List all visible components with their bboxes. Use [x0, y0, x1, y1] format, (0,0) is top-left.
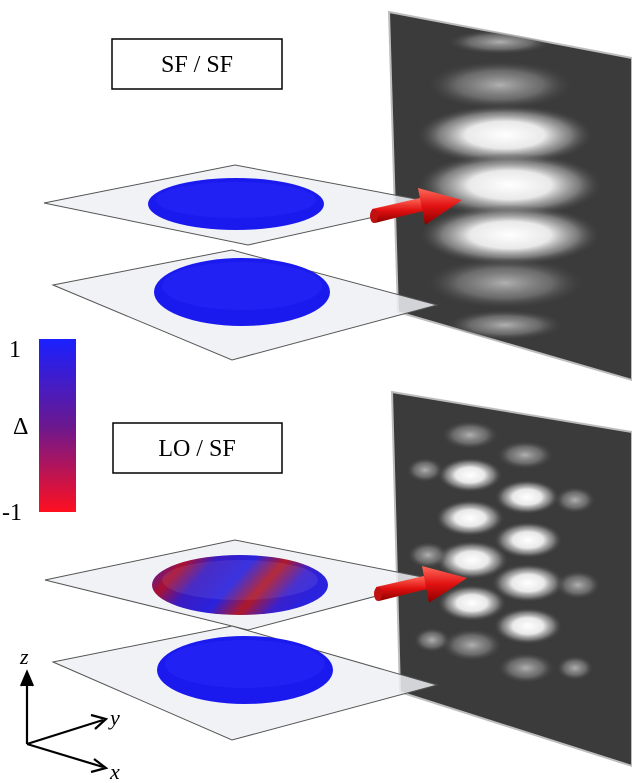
order-parameter-disk-mixed [152, 555, 328, 615]
y-axis-label: y [108, 705, 120, 730]
colorbar-max-label: 1 [9, 337, 21, 363]
colorbar-gradient [39, 339, 76, 512]
y-axis [26, 718, 104, 746]
panel-label-bottom: LO / SF [112, 422, 283, 474]
interference-screen-top [387, 10, 632, 382]
order-parameter-disk [157, 636, 333, 704]
coordinate-axes [19, 669, 109, 774]
layer-plane-upper-top [43, 164, 438, 246]
colorbar: 1 Δ -1 [2, 337, 76, 526]
layer-plane-upper-bottom [44, 539, 438, 631]
x-axis [26, 742, 104, 769]
x-axis-label: x [109, 759, 120, 783]
colorbar-title: Δ [13, 414, 28, 440]
arrow-icon [370, 188, 462, 225]
panel-label-top: SF / SF [111, 38, 283, 90]
order-parameter-disk [154, 258, 330, 326]
svg-text:LO / SF: LO / SF [158, 436, 235, 462]
z-axis-label: z [19, 644, 29, 669]
panel-top: SF / SF [43, 10, 632, 382]
arrow-icon [374, 566, 467, 603]
order-parameter-disk [148, 178, 324, 230]
layer-plane-lower-bottom [51, 625, 439, 741]
layer-plane-lower-top [51, 249, 439, 361]
panel-bottom: LO / SF [44, 390, 632, 768]
svg-text:SF / SF: SF / SF [161, 52, 233, 78]
colorbar-min-label: -1 [2, 500, 22, 526]
interference-screen-bottom [390, 390, 632, 768]
